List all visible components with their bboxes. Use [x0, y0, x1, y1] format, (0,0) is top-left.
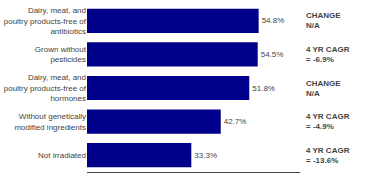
- svg-text:42.7%: 42.7%: [224, 117, 247, 126]
- svg-text:Not irradiated: Not irradiated: [38, 151, 86, 160]
- svg-text:Grown withoutpesticides: Grown withoutpesticides: [35, 45, 87, 64]
- svg-text:Without geneticallymodified in: Without geneticallymodified ingredients: [14, 112, 86, 131]
- svg-text:4 YR CAGR= -4.9%: 4 YR CAGR= -4.9%: [306, 112, 350, 131]
- svg-text:CHANGEN/A: CHANGEN/A: [306, 79, 341, 98]
- svg-text:54.5%: 54.5%: [261, 50, 284, 59]
- svg-text:54.8%: 54.8%: [262, 16, 285, 25]
- svg-text:51.8%: 51.8%: [252, 84, 275, 93]
- svg-text:4 YR CAGR= -6.9%: 4 YR CAGR= -6.9%: [306, 45, 350, 64]
- svg-text:Dairy, meat, andpoultry produc: Dairy, meat, andpoultry products-free of…: [4, 6, 87, 36]
- svg-text:33.3%: 33.3%: [194, 151, 217, 160]
- svg-text:Dairy, meat, andpoultry produc: Dairy, meat, andpoultry products-free of…: [4, 73, 87, 103]
- svg-text:4 YR CAGR= -13.6%: 4 YR CAGR= -13.6%: [306, 146, 350, 165]
- svg-text:CHANGEN/A: CHANGEN/A: [306, 11, 341, 30]
